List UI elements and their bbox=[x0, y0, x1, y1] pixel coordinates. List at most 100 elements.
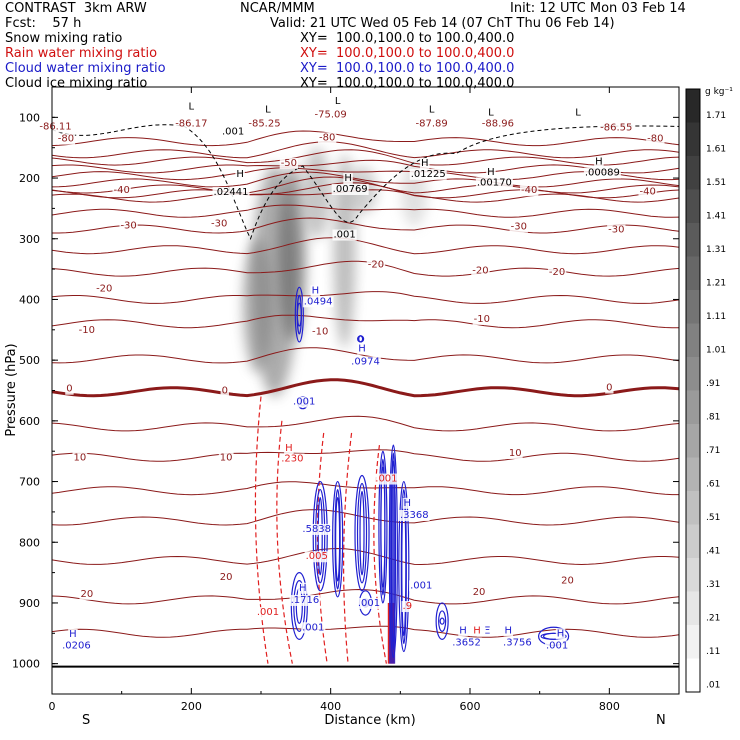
colorbar-cell bbox=[686, 658, 700, 692]
colorbar-label: 1.31 bbox=[706, 245, 726, 255]
contour-label: -30 bbox=[120, 220, 136, 231]
colorbar-label: 1.01 bbox=[706, 345, 726, 355]
isotherm bbox=[52, 347, 679, 364]
contour-label: 20 bbox=[80, 589, 93, 600]
cloud-water-contour bbox=[294, 286, 304, 343]
xy-line-2: XY= 100.0,100.0 to 100.0,400.0 bbox=[300, 61, 515, 76]
colorbar-label: .81 bbox=[706, 412, 720, 422]
contour-label: -20 bbox=[96, 284, 112, 295]
y-tick-label: 1000 bbox=[12, 658, 40, 671]
contour-label: H bbox=[236, 169, 244, 180]
x-end-label: N bbox=[656, 713, 666, 728]
contour-label: H bbox=[285, 443, 293, 454]
snow-plume bbox=[278, 165, 307, 342]
header-xy: XY= 100.0,100.0 to 100.0,400.0 XY= 100.0,… bbox=[300, 31, 514, 91]
contour-label: .001 bbox=[375, 474, 397, 485]
contour-label: -40 bbox=[521, 185, 537, 196]
header-init: Init: 12 UTC Mon 03 Feb 14 bbox=[510, 1, 686, 16]
colorbar-label: .01 bbox=[706, 680, 720, 690]
header-line-3: Rain water mixing ratio bbox=[5, 46, 158, 61]
contour-label: H bbox=[505, 625, 513, 636]
contour-label: .001 bbox=[293, 396, 315, 407]
contour-label: .3368 bbox=[400, 510, 429, 521]
contour-label: L bbox=[488, 108, 494, 119]
colorbar-label: .41 bbox=[706, 546, 720, 556]
colorbar-cell bbox=[686, 89, 700, 123]
colorbar-label: .21 bbox=[706, 613, 720, 623]
x-tick-label: 600 bbox=[460, 700, 481, 713]
contour-label: 10 bbox=[220, 452, 233, 463]
colorbar: 1.71 1.61 1.51 1.41 1.31 1.21 1.11 1.01 .91 .81 .7… bbox=[685, 88, 726, 693]
cloud-water-contour bbox=[354, 474, 370, 592]
contour-label: -80 bbox=[58, 134, 74, 145]
isotherm bbox=[52, 204, 679, 218]
isotherm bbox=[52, 237, 679, 255]
contour-label: .001 bbox=[257, 607, 279, 618]
isotherm bbox=[52, 509, 679, 526]
contour-label: .00089 bbox=[585, 168, 620, 179]
contour-label: -10 bbox=[79, 325, 95, 336]
cloud-water-core bbox=[389, 481, 396, 664]
y-tick-label: 300 bbox=[19, 233, 40, 246]
contour-label: -80 bbox=[647, 134, 663, 145]
rain-contour bbox=[254, 396, 269, 664]
colorbar-label: .71 bbox=[706, 446, 720, 456]
rain-contour bbox=[316, 432, 328, 664]
colorbar-cell bbox=[686, 290, 700, 324]
colorbar-cell bbox=[686, 122, 700, 156]
cloud-water-contour bbox=[293, 579, 306, 632]
contour-lines bbox=[52, 124, 679, 668]
contour-label: 20 bbox=[473, 587, 486, 598]
header-left: CONTRAST 3km ARW Fcst: 57 h Snow mixing ra… bbox=[5, 1, 166, 91]
colorbar-label: 1.71 bbox=[706, 111, 726, 121]
contour-label: -10 bbox=[312, 327, 328, 338]
colorbar-label: 1.11 bbox=[706, 312, 726, 322]
contour-label: H bbox=[312, 285, 320, 296]
header-line-0: CONTRAST 3km ARW bbox=[5, 1, 147, 16]
colorbar-cell bbox=[686, 424, 700, 458]
contour-label: -85.25 bbox=[248, 118, 280, 129]
colorbar-cell bbox=[686, 323, 700, 357]
colorbar-cell bbox=[686, 457, 700, 491]
contour-label: L bbox=[265, 104, 271, 115]
cloud-water-contour bbox=[378, 450, 388, 604]
cloud-water-contour bbox=[398, 480, 410, 653]
isotherm bbox=[52, 171, 679, 188]
contour-label: .3652 bbox=[452, 637, 481, 648]
contour-label: .5838 bbox=[302, 524, 331, 535]
contour-label: .001 bbox=[302, 622, 324, 633]
contour-label: .0494 bbox=[304, 296, 333, 307]
colorbar-frame bbox=[685, 88, 701, 693]
contour-label: .230 bbox=[281, 454, 303, 465]
contour-label: -40 bbox=[113, 185, 129, 196]
contour-label: -40 bbox=[639, 186, 655, 197]
rain-contour bbox=[373, 445, 387, 664]
contour-label: -30 bbox=[511, 222, 527, 233]
contour-label: H bbox=[69, 629, 77, 640]
contour-label: L bbox=[429, 104, 435, 115]
contour-label: .0206 bbox=[62, 640, 91, 651]
cloud-water-contour bbox=[317, 496, 323, 576]
isotherm bbox=[52, 130, 679, 147]
contour-label: .1716 bbox=[291, 595, 320, 606]
isotherm bbox=[52, 481, 679, 496]
header-line-1: Fcst: 57 h bbox=[5, 16, 82, 31]
contour-label: .0974 bbox=[351, 356, 380, 367]
header-center: NCAR/MMM bbox=[240, 1, 315, 16]
colorbar-cell bbox=[686, 558, 700, 592]
isotherm bbox=[52, 167, 679, 181]
contour-label: .01225 bbox=[411, 169, 446, 180]
isotherm bbox=[52, 141, 679, 159]
contour-label: -50 bbox=[281, 158, 297, 169]
contour-label: -87.89 bbox=[416, 118, 448, 129]
contour-label: .001 bbox=[546, 640, 568, 651]
contour-label: .001 bbox=[222, 126, 244, 137]
isotherm bbox=[52, 176, 679, 194]
x-tick-label: 400 bbox=[320, 700, 341, 713]
cloud-water-contour bbox=[295, 587, 303, 624]
cloud-water-contour bbox=[332, 480, 344, 598]
contour-label: -86.55 bbox=[600, 123, 632, 134]
cloud-water-contour bbox=[290, 571, 308, 640]
isotherm bbox=[52, 149, 679, 166]
